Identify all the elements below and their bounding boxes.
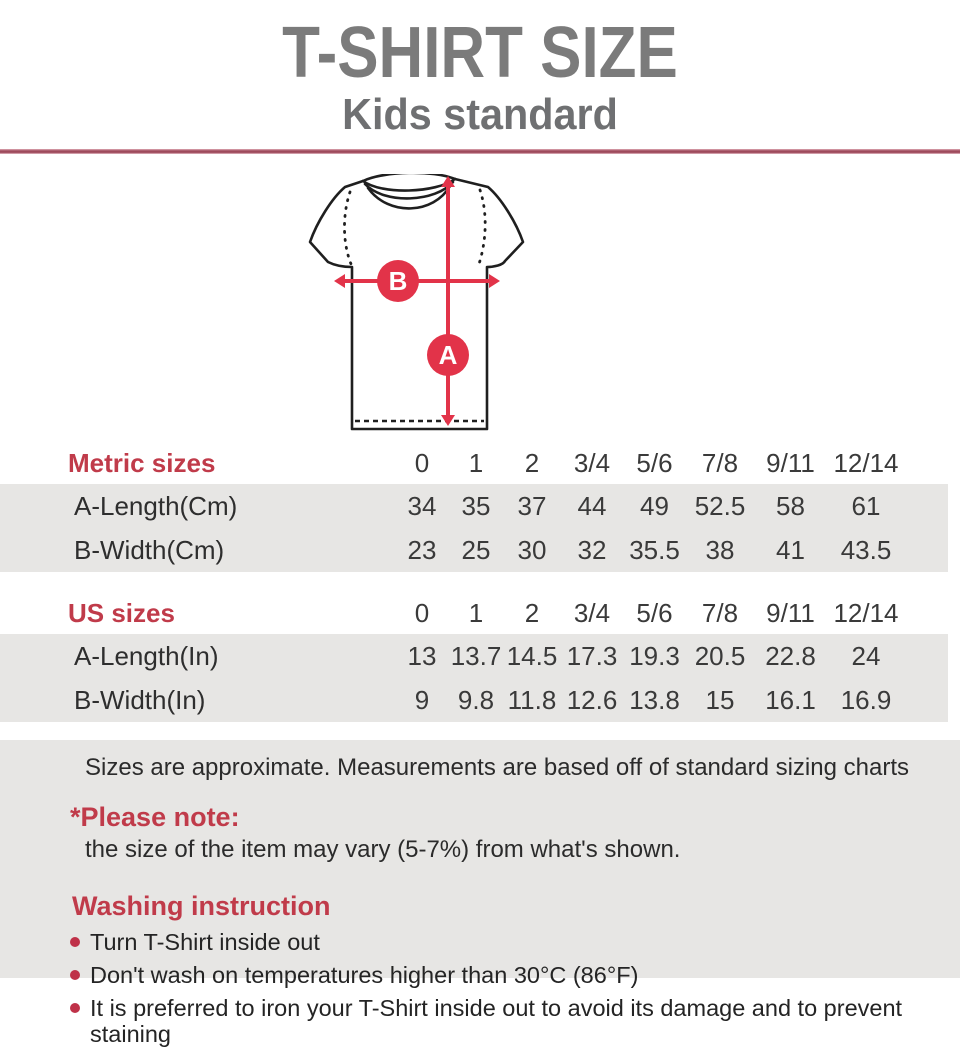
arrow-up-icon	[441, 176, 455, 187]
list-item: Turn T-Shirt inside out	[70, 929, 960, 955]
table-row: A-Length(Cm) 34 35 37 44 49 52.5 58 61	[0, 484, 948, 528]
bullet-icon	[70, 1003, 80, 1013]
washing-item-text: Don't wash on temperatures higher than 3…	[90, 962, 639, 988]
notes-section: Sizes are approximate. Measurements are …	[0, 740, 960, 1047]
approximation-note: Sizes are approximate. Measurements are …	[85, 754, 909, 781]
us-values-band: A-Length(In) 13 13.7 14.5 17.3 19.3 20.5…	[0, 634, 948, 722]
metric-values-band: A-Length(Cm) 34 35 37 44 49 52.5 58 61 B…	[0, 484, 948, 572]
table-row: B-Width(In) 9 9.8 11.8 12.6 13.8 15 16.1…	[0, 678, 948, 722]
value-cell: 22.8	[765, 640, 816, 671]
size-col-header: 5/6	[636, 597, 673, 628]
arrow-down-icon	[441, 415, 455, 426]
header-divider	[0, 149, 960, 154]
table-row: A-Length(In) 13 13.7 14.5 17.3 19.3 20.5…	[0, 634, 948, 678]
please-note-text: the size of the item may vary (5-7%) fro…	[85, 836, 681, 863]
us-sizes-heading: US sizes	[68, 597, 175, 628]
value-cell: 30	[517, 534, 547, 565]
value-cell: 20.5	[694, 640, 746, 671]
value-cell: 12.6	[566, 684, 618, 715]
row-label: A-Length(Cm)	[74, 490, 238, 521]
metric-sizes-header-row: Metric sizes 0 1 2 3/4 5/6 7/8 9/11 12/1…	[0, 442, 960, 484]
value-cell: 37	[517, 490, 547, 521]
value-cell: 13	[407, 640, 437, 671]
size-col-header: 3/4	[573, 597, 611, 628]
bullet-icon	[70, 970, 80, 980]
size-col-header: 9/11	[766, 447, 815, 478]
width-badge-label: B	[389, 266, 408, 296]
value-cell: 35	[461, 490, 491, 521]
bullet-icon	[70, 937, 80, 947]
value-cell: 15	[705, 684, 735, 715]
size-col-header: 2	[524, 597, 540, 628]
length-badge-label: A	[439, 340, 458, 370]
value-cell: 16.9	[840, 684, 892, 715]
page-header: T-SHIRT SIZE Kids standard	[0, 0, 960, 140]
washing-instruction-list: Turn T-Shirt inside out Don't wash on te…	[0, 929, 960, 1047]
value-cell: 23	[407, 534, 437, 565]
value-cell: 9	[414, 684, 430, 715]
value-cell: 41	[776, 534, 805, 565]
us-sizes-header-row: US sizes 0 1 2 3/4 5/6 7/8 9/11 12/14	[0, 592, 960, 634]
value-cell: 11.8	[507, 684, 557, 715]
size-col-header: 0	[414, 597, 430, 628]
value-cell: 16.1	[765, 684, 816, 715]
size-col-header: 5/6	[636, 447, 673, 478]
row-label: A-Length(In)	[74, 640, 219, 671]
list-item: Don't wash on temperatures higher than 3…	[70, 962, 960, 988]
length-badge	[427, 334, 469, 376]
value-cell: 13.7	[450, 640, 502, 671]
value-cell: 35.5	[629, 534, 680, 565]
size-col-header: 0	[414, 447, 430, 478]
value-cell: 38	[705, 534, 735, 565]
size-col-header: 7/8	[701, 597, 739, 628]
washing-instruction-heading: Washing instruction	[72, 891, 331, 921]
value-cell: 25	[461, 534, 491, 565]
size-col-header: 12/14	[833, 597, 899, 628]
metric-sizes-heading: Metric sizes	[68, 447, 216, 478]
value-cell: 32	[577, 534, 607, 565]
value-cell: 61	[851, 490, 881, 521]
size-col-header: 3/4	[573, 447, 611, 478]
value-cell: 24	[851, 640, 881, 671]
value-cell: 9.8	[457, 684, 495, 715]
value-cell: 17.3	[566, 640, 618, 671]
right-sleeve-seam	[477, 188, 487, 266]
value-cell: 49	[640, 490, 669, 521]
size-col-header: 1	[468, 597, 484, 628]
washing-item-text: Turn T-Shirt inside out	[90, 929, 320, 955]
arrow-left-icon	[334, 274, 345, 288]
width-badge	[377, 260, 419, 302]
tshirt-diagram-icon: B A	[308, 174, 525, 431]
size-table: Metric sizes 0 1 2 3/4 5/6 7/8 9/11 12/1…	[0, 442, 960, 740]
left-sleeve-seam	[343, 190, 353, 266]
tshirt-figure: B A	[0, 154, 960, 442]
size-col-header: 9/11	[766, 597, 815, 628]
size-col-header: 7/8	[701, 447, 739, 478]
please-note-heading: *Please note:	[70, 802, 240, 832]
page-title: T-SHIRT SIZE	[282, 13, 678, 93]
value-cell: 43.5	[840, 534, 892, 565]
arrow-right-icon	[489, 274, 500, 288]
value-cell: 14.5	[506, 640, 558, 671]
row-label: B-Width(Cm)	[74, 534, 225, 565]
washing-item-text: It is preferred to iron your T-Shirt ins…	[90, 995, 903, 1047]
value-cell: 58	[776, 490, 805, 521]
value-cell: 19.3	[629, 640, 680, 671]
size-col-header: 2	[524, 447, 540, 478]
value-cell: 34	[407, 490, 437, 521]
page-subtitle: Kids standard	[342, 90, 618, 139]
list-item: It is preferred to iron your T-Shirt ins…	[70, 995, 960, 1047]
value-cell: 13.8	[629, 684, 680, 715]
size-col-header: 1	[468, 447, 484, 478]
value-cell: 44	[577, 490, 607, 521]
size-col-header: 12/14	[833, 447, 899, 478]
row-label: B-Width(In)	[74, 684, 206, 715]
value-cell: 52.5	[694, 490, 746, 521]
table-row: B-Width(Cm) 23 25 30 32 35.5 38 41 43.5	[0, 528, 948, 572]
